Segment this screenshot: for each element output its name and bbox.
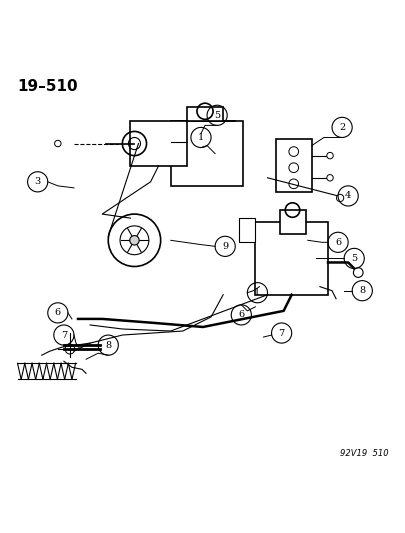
Text: 7: 7: [61, 330, 67, 340]
FancyBboxPatch shape: [171, 122, 243, 186]
Circle shape: [326, 152, 333, 159]
Text: 8: 8: [105, 341, 111, 350]
Circle shape: [130, 236, 139, 245]
Text: 19–510: 19–510: [17, 79, 78, 94]
Circle shape: [55, 140, 61, 147]
FancyBboxPatch shape: [255, 222, 327, 295]
Text: 1: 1: [197, 133, 204, 142]
Text: 6: 6: [334, 238, 340, 247]
Text: 92V19  510: 92V19 510: [339, 449, 388, 458]
FancyBboxPatch shape: [279, 210, 305, 234]
Text: 4: 4: [344, 191, 350, 200]
FancyBboxPatch shape: [239, 218, 255, 243]
FancyBboxPatch shape: [130, 122, 186, 166]
Text: 5: 5: [350, 254, 356, 263]
Circle shape: [336, 195, 343, 201]
Text: 7: 7: [278, 328, 284, 337]
Text: 1: 1: [254, 288, 260, 297]
Text: 5: 5: [213, 111, 220, 120]
Text: 9: 9: [222, 242, 228, 251]
FancyBboxPatch shape: [186, 107, 223, 122]
Text: 2: 2: [338, 123, 344, 132]
Circle shape: [352, 268, 362, 277]
Text: 6: 6: [238, 310, 244, 319]
Circle shape: [326, 175, 333, 181]
Text: 6: 6: [55, 309, 61, 317]
Text: 8: 8: [358, 286, 364, 295]
Text: 3: 3: [34, 177, 41, 187]
FancyBboxPatch shape: [275, 140, 311, 192]
